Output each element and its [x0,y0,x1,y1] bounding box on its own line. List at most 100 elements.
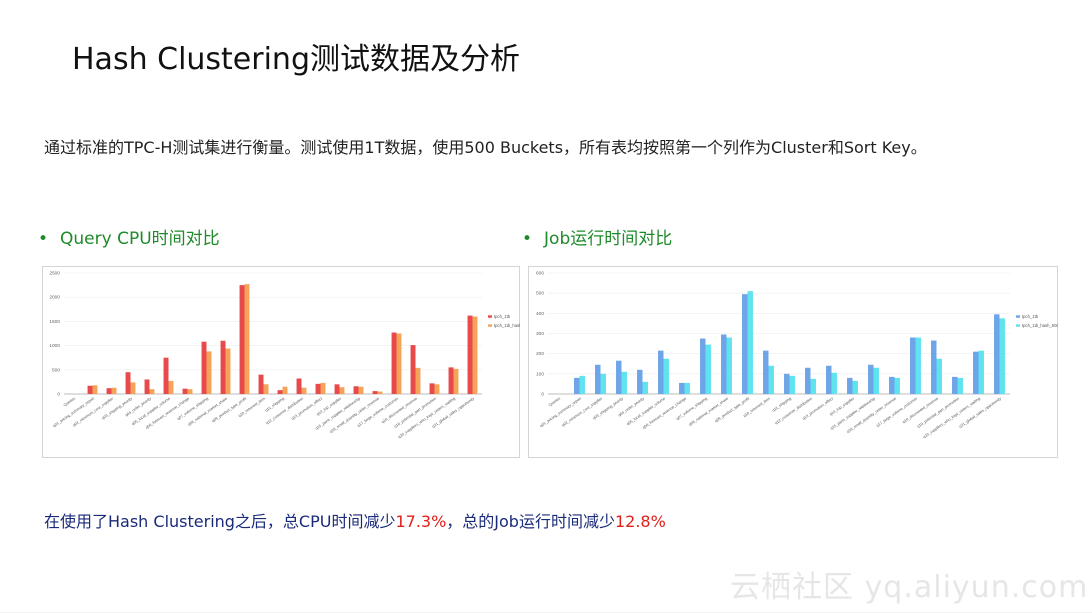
watermark: 云栖社区 yq.aliyun.com [730,570,1089,605]
bar-tpch_1tb_hash_5 [377,391,383,394]
bar-tpch_1tb_hash_500 [663,358,669,394]
legend-label: tpch_1tb_hash_5 [494,323,520,328]
bar-tpch_1tb_hash_500 [831,372,837,394]
bar-tpch_1tb_hash_500 [726,337,732,394]
bar-tpch_1tb [574,377,580,394]
bar-tpch_1tb [144,379,150,394]
bar-tpch_1tb_hash_500 [894,377,900,394]
bullet-dot-icon: • [38,229,49,249]
bar-tpch_1tb [467,315,473,394]
bar-tpch_1tb [952,376,958,394]
summary-text: 在使用了Hash Clustering之后，总CPU时间减少17.3%，总的Jo… [44,508,666,532]
bar-tpch_1tb_hash_5 [168,380,174,394]
summary-prefix: 在使用了Hash Clustering之后，总CPU时间减少 [44,512,396,531]
legend-swatch [488,324,492,327]
bar-tpch_1tb_hash_500 [705,344,711,394]
bar-tpch_1tb_hash_5 [301,387,307,394]
bar-tpch_1tb_hash_5 [263,384,269,394]
bar-tpch_1tb [296,378,302,394]
bar-tpch_1tb [784,373,790,394]
bar-tpch_1tb [106,388,112,394]
bar-tpch_1tb [334,384,340,394]
x-tick-label: Queries [63,396,76,407]
legend-label: tpch_1tb [1022,314,1039,319]
bar-tpch_1tb [742,294,748,394]
bullet-dot-icon: • [522,229,533,249]
slide-title: Hash Clustering测试数据及分析 [72,42,520,77]
y-tick-label: 500 [52,367,60,373]
x-tick-label: Queries [548,396,561,407]
legend-swatch [1016,315,1020,318]
bar-tpch_1tb [721,334,727,394]
legend-label: tpch_1tb_hash_500 [1022,323,1058,328]
bar-tpch_1tb_hash_5 [282,386,288,394]
bar-tpch_1tb_hash_5 [149,389,155,394]
bar-tpch_1tb [125,372,131,394]
job-time-chart-svg: 0100200300400500600Queriesq01_pricing_su… [528,266,1058,458]
cpu-time-chart: 0 500 1000 1500 2000 2500 Queries q01_pricing_s… [42,266,520,458]
bar-tpch_1tb_hash_5 [206,351,212,394]
bar-tpch_1tb [277,390,283,394]
bar-tpch_1tb_hash_500 [873,367,879,394]
bar-tpch_1tb [315,383,321,394]
bar-tpch_1tb [182,388,188,394]
bullet-job-time: • Job运行时间对比 [522,224,672,249]
bar-tpch_1tb [700,338,706,394]
bar-tpch_1tb [391,332,397,394]
bar-tpch_1tb [410,345,416,394]
bar-tpch_1tb [994,314,1000,394]
bar-tpch_1tb_hash_500 [915,337,921,394]
bar-tpch_1tb [448,367,454,394]
bar-tpch_1tb_hash_500 [747,291,753,394]
y-tick-label: 2000 [49,295,60,301]
bar-tpch_1tb_hash_5 [111,387,117,394]
bar-tpch_1tb [637,369,643,394]
legend-swatch [488,315,492,318]
bar-tpch_1tb [973,351,979,394]
chart-frame [42,266,520,458]
bar-tpch_1tb [163,357,169,394]
bar-tpch_1tb [805,367,811,394]
bar-tpch_1tb_hash_5 [92,385,98,394]
y-tick-label: 300 [536,331,544,337]
bar-tpch_1tb [910,337,916,394]
bar-tpch_1tb_hash_5 [396,333,402,394]
bar-tpch_1tb [826,365,832,394]
bar-tpch_1tb [201,341,207,394]
bar-tpch_1tb_hash_500 [789,375,795,394]
bullet-job-time-label: Job运行时间对比 [544,229,673,249]
bar-tpch_1tb [847,377,853,394]
bar-tpch_1tb [429,383,435,394]
bar-tpch_1tb_hash_500 [936,358,942,394]
bar-tpch_1tb_hash_500 [600,373,606,394]
bar-tpch_1tb [616,360,622,394]
bar-tpch_1tb_hash_500 [621,371,627,394]
bullet-query-cpu: • Query CPU时间对比 [38,224,220,249]
legend-label: tpch_1tb [494,314,511,319]
bar-tpch_1tb_hash_500 [999,318,1005,394]
summary-middle: ，总的Job运行时间减少 [446,512,615,531]
bar-tpch_1tb [658,350,664,394]
y-tick-label: 1500 [49,319,60,325]
summary-job-reduction: 12.8% [614,512,666,531]
bar-tpch_1tb_hash_500 [642,381,648,394]
bar-tpch_1tb_hash_500 [579,375,585,394]
bar-tpch_1tb_hash_5 [339,387,345,394]
bar-tpch_1tb_hash_5 [244,284,250,394]
bar-tpch_1tb [372,391,378,394]
bar-tpch_1tb [931,340,937,394]
bar-tpch_1tb_hash_500 [768,365,774,394]
bar-tpch_1tb_hash_5 [187,389,193,394]
y-tick-label: 200 [536,351,544,357]
bar-tpch_1tb [595,364,601,394]
bar-tpch_1tb [220,340,226,394]
bar-tpch_1tb_hash_5 [130,382,136,394]
bar-tpch_1tb [353,386,359,394]
bar-tpch_1tb_hash_500 [810,378,816,394]
y-tick-label: 0 [57,392,60,398]
y-tick-label: 600 [536,271,544,277]
bar-tpch_1tb [889,376,895,394]
bar-tpch_1tb [868,364,874,394]
bar-tpch_1tb_hash_5 [320,382,326,394]
bar-tpch_1tb_hash_5 [358,386,364,394]
